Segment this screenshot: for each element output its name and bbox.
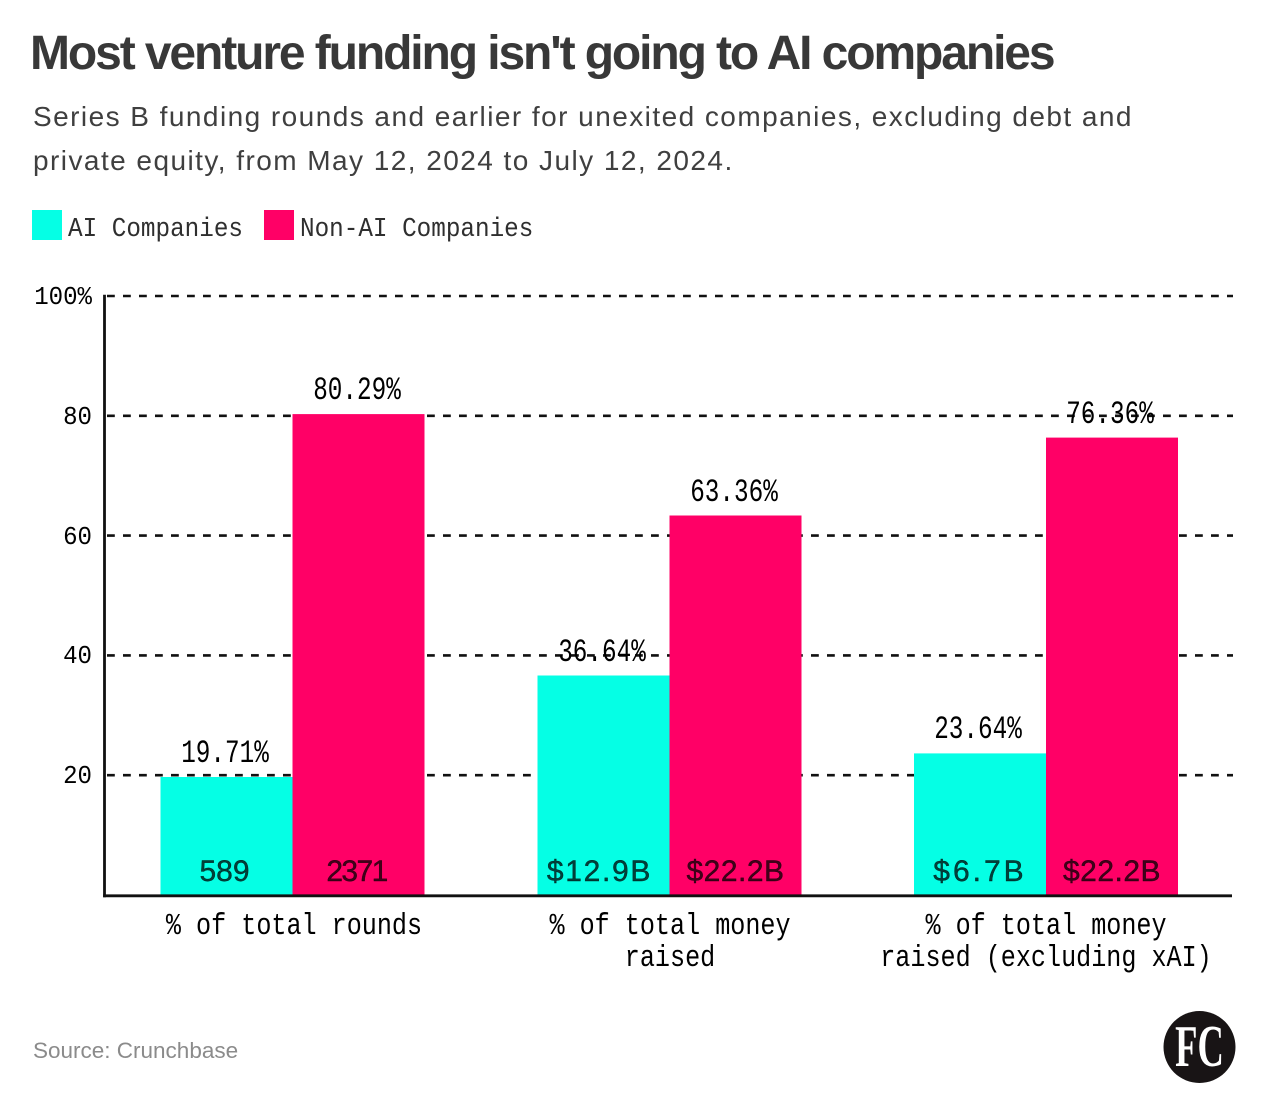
svg-text:FC: FC: [1175, 1013, 1224, 1079]
